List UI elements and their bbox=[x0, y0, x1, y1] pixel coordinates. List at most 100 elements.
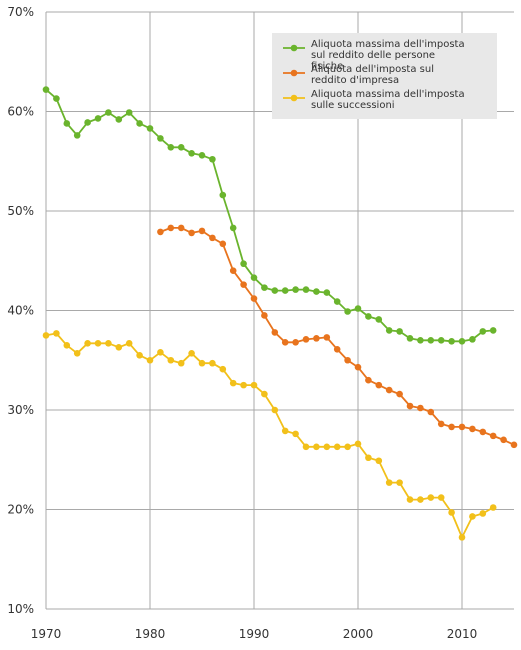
data-point bbox=[73, 349, 81, 357]
series-2 bbox=[42, 330, 497, 541]
data-point bbox=[125, 109, 133, 116]
data-point bbox=[333, 298, 341, 305]
data-point bbox=[219, 191, 227, 199]
data-point bbox=[479, 328, 487, 335]
data-point bbox=[458, 534, 466, 541]
data-point bbox=[229, 224, 237, 232]
data-point bbox=[333, 443, 341, 451]
data-point bbox=[302, 286, 310, 293]
data-point bbox=[313, 288, 320, 295]
data-point bbox=[105, 109, 112, 116]
data-point bbox=[302, 336, 310, 343]
data-point bbox=[63, 342, 71, 349]
data-point bbox=[396, 328, 403, 335]
data-point bbox=[115, 344, 123, 351]
data-point bbox=[333, 346, 341, 353]
data-point bbox=[323, 289, 331, 296]
data-point bbox=[188, 349, 195, 357]
data-point bbox=[281, 287, 289, 294]
data-point bbox=[313, 335, 320, 342]
data-point bbox=[42, 332, 50, 339]
data-point bbox=[261, 390, 268, 398]
data-point bbox=[198, 227, 206, 235]
series-line bbox=[160, 226, 515, 446]
data-point bbox=[437, 337, 445, 344]
y-tick-label: 60% bbox=[7, 105, 34, 119]
data-point bbox=[365, 454, 372, 462]
data-point bbox=[448, 423, 455, 431]
data-point bbox=[417, 496, 424, 503]
data-point bbox=[167, 224, 175, 232]
data-point bbox=[136, 120, 143, 127]
x-tick-label: 2010 bbox=[447, 627, 478, 641]
data-point bbox=[448, 338, 455, 345]
legend-swatch-marker bbox=[290, 69, 298, 77]
series-group bbox=[42, 86, 518, 541]
x-tick-label: 1980 bbox=[135, 627, 166, 641]
data-point bbox=[323, 334, 331, 341]
data-point bbox=[323, 443, 331, 451]
data-point bbox=[250, 381, 258, 389]
y-tick-label: 20% bbox=[7, 503, 34, 517]
data-point bbox=[209, 234, 216, 242]
data-point bbox=[437, 494, 445, 501]
data-point bbox=[292, 286, 299, 293]
data-point bbox=[489, 432, 497, 440]
legend-label: Aliquota massima dell'imposta sulle succe… bbox=[311, 89, 465, 111]
series-1 bbox=[157, 224, 518, 449]
data-point bbox=[365, 376, 372, 384]
series-0 bbox=[42, 86, 497, 345]
data-point bbox=[458, 338, 466, 345]
data-point bbox=[177, 359, 185, 367]
legend-label: Aliquota dell'imposta sul reddito d'impre… bbox=[311, 64, 434, 86]
data-point bbox=[344, 356, 351, 364]
data-point bbox=[125, 340, 133, 347]
data-point bbox=[84, 119, 91, 126]
data-point bbox=[42, 86, 50, 93]
data-point bbox=[500, 436, 507, 444]
data-point bbox=[240, 381, 247, 389]
data-point bbox=[375, 316, 383, 323]
data-point bbox=[437, 420, 445, 428]
legend-box bbox=[272, 33, 497, 119]
legend-swatch-marker bbox=[290, 44, 298, 52]
y-tick-label: 70% bbox=[7, 5, 34, 19]
x-tick-label: 1990 bbox=[239, 627, 270, 641]
data-point bbox=[313, 443, 320, 451]
data-point bbox=[406, 402, 414, 410]
data-point bbox=[271, 406, 279, 414]
data-point bbox=[73, 132, 81, 139]
data-point bbox=[157, 135, 164, 142]
data-point bbox=[240, 281, 247, 288]
data-point bbox=[365, 313, 372, 320]
data-point bbox=[188, 149, 195, 157]
data-point bbox=[427, 337, 435, 344]
data-point bbox=[209, 155, 216, 163]
x-tick-label: 1970 bbox=[31, 627, 62, 641]
data-point bbox=[354, 305, 362, 312]
data-point bbox=[219, 240, 227, 248]
data-point bbox=[94, 115, 102, 122]
data-point bbox=[385, 479, 393, 486]
data-point bbox=[167, 144, 175, 151]
data-point bbox=[281, 427, 289, 435]
y-tick-label: 50% bbox=[7, 204, 34, 218]
data-point bbox=[105, 340, 112, 347]
data-point bbox=[146, 356, 154, 364]
x-axis-ticks: 1970 1980 1990 2000 2010 bbox=[31, 627, 478, 641]
data-point bbox=[292, 430, 299, 438]
data-point bbox=[354, 363, 362, 371]
data-point bbox=[427, 494, 435, 501]
data-point bbox=[417, 404, 424, 412]
data-point bbox=[385, 386, 393, 394]
data-point bbox=[157, 228, 164, 236]
legend: Aliquota massima dell'imposta sul reddito… bbox=[272, 33, 497, 119]
data-point bbox=[510, 441, 518, 449]
y-tick-label: 40% bbox=[7, 304, 34, 318]
data-point bbox=[261, 312, 268, 319]
data-point bbox=[219, 365, 227, 373]
data-point bbox=[250, 295, 258, 302]
data-point bbox=[385, 327, 393, 334]
data-point bbox=[354, 440, 362, 448]
data-point bbox=[271, 329, 279, 336]
